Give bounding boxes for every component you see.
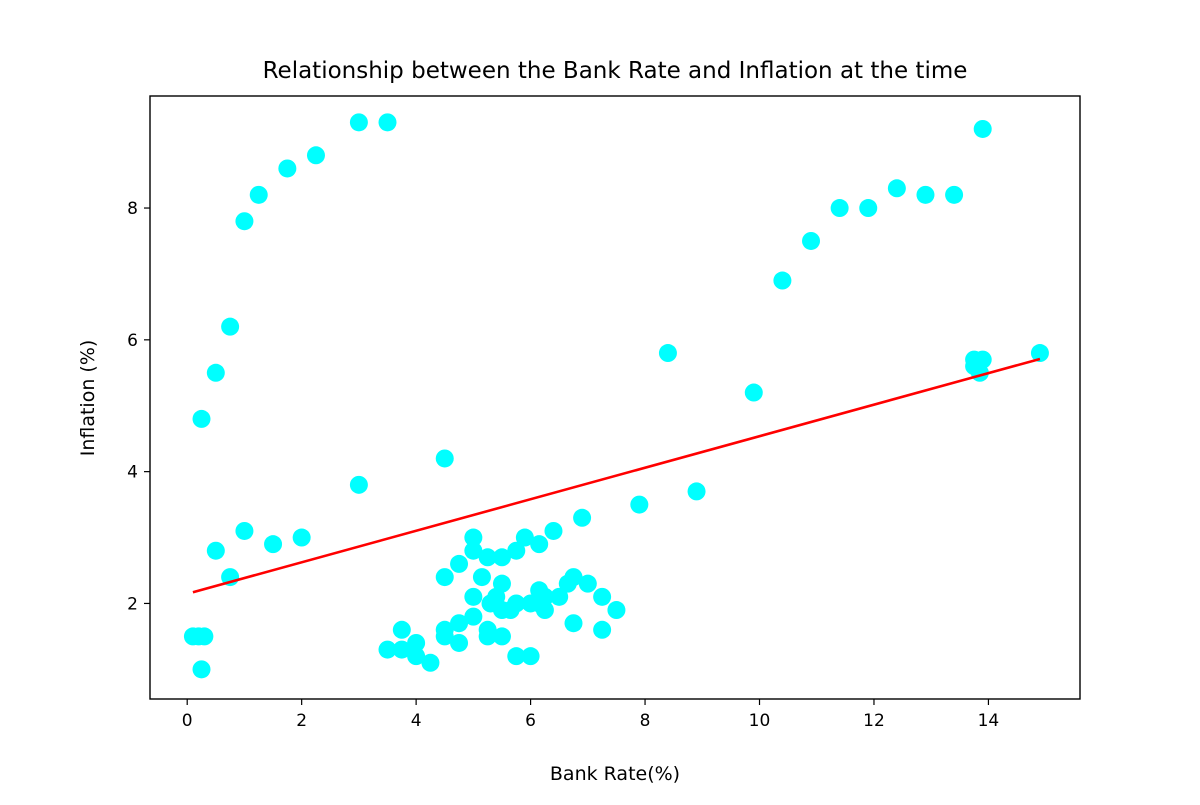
data-point: [221, 317, 240, 336]
data-point: [235, 212, 254, 231]
data-point: [830, 199, 849, 218]
data-point: [521, 647, 540, 666]
data-point: [492, 548, 511, 567]
data-point: [535, 601, 554, 620]
data-point: [973, 350, 992, 369]
y-tick-label: 6: [127, 331, 138, 351]
data-point: [435, 620, 454, 639]
data-point: [945, 185, 964, 204]
data-point: [593, 620, 612, 639]
data-point: [472, 568, 491, 587]
data-point: [206, 363, 225, 382]
data-point: [802, 231, 821, 250]
x-tick-label: 10: [749, 711, 771, 731]
x-tick-label: 8: [640, 711, 651, 731]
data-point: [573, 508, 592, 527]
x-tick-label: 12: [863, 711, 885, 731]
data-point: [235, 521, 254, 540]
data-point: [264, 535, 283, 554]
data-point: [658, 344, 677, 363]
data-point: [607, 601, 626, 620]
x-axis-label: Bank Rate(%): [550, 763, 680, 785]
data-point: [564, 568, 583, 587]
data-point: [421, 653, 440, 672]
x-tick-label: 0: [182, 711, 193, 731]
data-point: [435, 568, 454, 587]
data-point: [916, 185, 935, 204]
data-point: [478, 620, 497, 639]
x-axis-ticks: 0 2 4 6 8 10 12 14: [182, 699, 999, 731]
x-tick-label: 6: [525, 711, 536, 731]
data-points: [183, 113, 1049, 679]
chart-title: Relationship between the Bank Rate and I…: [263, 58, 968, 84]
data-point: [515, 528, 534, 547]
y-tick-label: 4: [127, 463, 138, 483]
data-point: [464, 607, 483, 626]
data-point: [535, 587, 554, 606]
data-point: [435, 449, 454, 468]
data-point: [859, 199, 878, 218]
data-point: [550, 587, 569, 606]
data-point: [887, 179, 906, 198]
data-point: [349, 113, 368, 132]
data-point: [593, 587, 612, 606]
data-point: [578, 574, 597, 593]
data-point: [507, 594, 526, 613]
data-point: [450, 614, 469, 633]
data-point: [249, 185, 268, 204]
x-tick-label: 14: [978, 711, 1000, 731]
data-point: [530, 535, 549, 554]
y-tick-label: 2: [127, 594, 138, 614]
plot-frame: [149, 95, 1081, 700]
data-point: [687, 482, 706, 501]
data-point: [492, 574, 511, 593]
data-point: [450, 633, 469, 652]
data-point: [478, 548, 497, 567]
data-point: [544, 521, 563, 540]
data-point: [492, 627, 511, 646]
data-point: [464, 541, 483, 560]
data-point: [195, 627, 214, 646]
data-point: [306, 146, 325, 165]
data-point: [973, 119, 992, 138]
data-point: [206, 541, 225, 560]
data-point: [630, 495, 649, 514]
data-point: [392, 640, 411, 659]
data-point: [507, 647, 526, 666]
regression-line-layer: [192, 357, 1041, 594]
data-point: [507, 541, 526, 560]
data-point: [1030, 344, 1049, 363]
y-axis-label: Inflation (%): [77, 340, 99, 457]
data-point: [564, 614, 583, 633]
data-point: [392, 620, 411, 639]
data-point: [292, 528, 311, 547]
data-point: [450, 554, 469, 573]
y-tick-label: 8: [127, 199, 138, 219]
data-point: [378, 113, 397, 132]
data-point: [349, 475, 368, 494]
data-point: [407, 633, 426, 652]
y-axis-ticks: 2 4 6 8: [127, 199, 150, 614]
data-point: [407, 647, 426, 666]
data-point: [464, 587, 483, 606]
data-point: [773, 271, 792, 290]
data-point: [464, 528, 483, 547]
data-point: [378, 640, 397, 659]
x-tick-label: 4: [411, 711, 422, 731]
data-point: [192, 409, 211, 428]
data-point: [278, 159, 297, 178]
x-tick-label: 2: [296, 711, 307, 731]
regression-line: [192, 357, 1041, 594]
data-point: [192, 660, 211, 679]
data-point: [744, 383, 763, 402]
